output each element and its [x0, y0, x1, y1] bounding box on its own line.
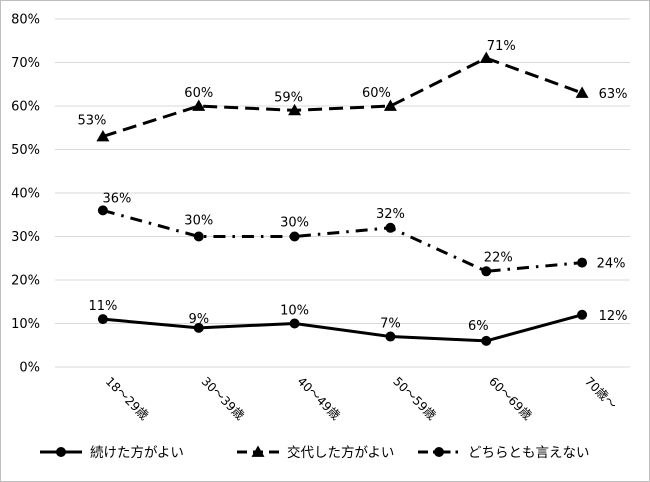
data-point	[577, 309, 588, 320]
legend-label: どちらとも言えない	[468, 445, 590, 461]
legend-marker	[251, 445, 265, 457]
data-label: 12%	[599, 309, 628, 324]
data-point	[192, 99, 206, 111]
y-tick-label: 20%	[11, 274, 40, 289]
data-label: 63%	[599, 87, 628, 102]
data-label: 30%	[184, 214, 213, 229]
data-label: 36%	[102, 191, 131, 206]
data-label: 53%	[77, 113, 106, 128]
y-tick-label: 10%	[11, 317, 40, 332]
y-tick-label: 60%	[11, 100, 40, 115]
data-label: 6%	[468, 319, 489, 334]
series-line-1	[102, 313, 583, 343]
data-point	[481, 335, 492, 346]
y-tick-label: 0%	[19, 361, 40, 376]
data-label: 7%	[380, 317, 401, 332]
data-point	[481, 266, 492, 277]
y-tick-label: 70%	[11, 56, 40, 71]
series-line-2	[102, 56, 583, 138]
data-label: 59%	[274, 90, 303, 105]
data-point	[385, 331, 396, 342]
y-tick-label: 80%	[11, 13, 40, 28]
data-point	[193, 322, 204, 333]
y-axis-ticks: 0% 10% 20% 30% 40% 50% 60% 70% 80%	[11, 13, 40, 376]
y-tick-label: 30%	[11, 230, 40, 245]
data-point	[289, 231, 300, 242]
y-tick-label: 50%	[11, 143, 40, 158]
data-label: 30%	[280, 216, 309, 231]
data-label: 32%	[376, 207, 405, 222]
data-label: 10%	[280, 304, 309, 319]
series-lines	[96, 51, 589, 346]
data-label: 9%	[188, 312, 209, 327]
data-point	[383, 99, 397, 111]
legend: 続けた方がよい 交代した方がよい どちらとも言えない	[40, 444, 590, 461]
data-point	[288, 103, 302, 116]
legend-label: 続けた方がよい	[90, 445, 184, 461]
data-label: 60%	[362, 86, 391, 101]
data-label: 71%	[487, 39, 516, 54]
legend-label: 交代した方がよい	[287, 444, 394, 461]
data-label: 11%	[88, 299, 117, 314]
data-label: 24%	[597, 257, 626, 272]
y-tick-label: 40%	[11, 187, 40, 202]
data-point	[479, 51, 493, 64]
data-labels: 11% 9% 10% 7% 6% 12% 53% 60% 59% 60% 71% 63% 36% 30% 3…	[77, 39, 627, 334]
legend-marker	[434, 447, 444, 457]
data-point	[193, 231, 204, 242]
data-point	[575, 86, 589, 98]
data-point	[385, 222, 396, 233]
legend-marker	[56, 447, 66, 457]
data-point	[97, 205, 108, 216]
data-point	[577, 257, 588, 268]
data-point	[97, 314, 108, 325]
data-label: 22%	[484, 250, 513, 265]
data-point	[289, 318, 300, 329]
data-point	[96, 129, 110, 142]
data-label: 60%	[184, 86, 213, 101]
